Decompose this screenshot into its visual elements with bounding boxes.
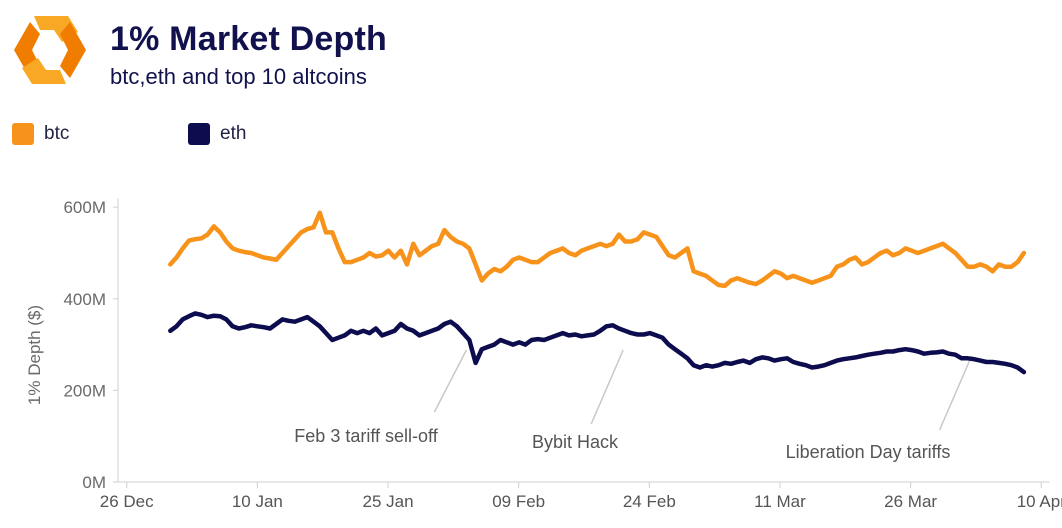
y-tick-label: 400M bbox=[63, 290, 106, 309]
chart-series bbox=[168, 210, 1027, 375]
x-tick-label: 11 Mar bbox=[754, 492, 806, 511]
legend-swatch-btc bbox=[12, 123, 34, 145]
x-tick-label: 26 Mar bbox=[884, 492, 937, 511]
y-axis-label: 1% Depth ($) bbox=[25, 305, 44, 405]
x-tick-label: 10 Jan bbox=[232, 492, 283, 511]
logo-shape-right bbox=[60, 22, 86, 78]
page-subtitle: btc,eth and top 10 altcoins bbox=[110, 64, 367, 89]
chart-area: 0M 200M 400M 600M 26 Dec 10 Jan 25 Jan 09 Feb 24… bbox=[0, 190, 1062, 523]
series-line-btc bbox=[168, 210, 1027, 289]
y-tick-label: 200M bbox=[63, 381, 106, 400]
annotation-pointer bbox=[433, 349, 468, 413]
chart-annotations: Feb 3 tariff sell-off Bybit Hack Liberatio… bbox=[294, 349, 973, 462]
annotation-label: Bybit Hack bbox=[532, 432, 619, 452]
x-tick-label: 26 Dec bbox=[100, 492, 154, 511]
legend-swatch-eth bbox=[188, 123, 210, 145]
y-tick-label: 0M bbox=[82, 473, 106, 492]
market-depth-chart: 0M 200M 400M 600M 26 Dec 10 Jan 25 Jan 09 Feb 24… bbox=[25, 198, 1062, 511]
legend-item-eth: eth bbox=[188, 122, 246, 146]
legend-label-btc: btc bbox=[44, 123, 70, 144]
x-tick-label: 25 Jan bbox=[362, 492, 413, 511]
legend-item-btc: btc bbox=[12, 122, 69, 146]
chart-ticks: 0M 200M 400M 600M 26 Dec 10 Jan 25 Jan 09 Feb 24… bbox=[63, 198, 1062, 511]
page-title: 1% Market Depth bbox=[110, 20, 387, 58]
chart-axes bbox=[117, 198, 1050, 483]
annotation-pointer bbox=[590, 349, 624, 425]
annotation-pointer bbox=[938, 355, 973, 431]
y-tick-label: 600M bbox=[63, 198, 106, 217]
logo-shape-bottom bbox=[22, 58, 66, 84]
annotation-label: Liberation Day tariffs bbox=[786, 442, 951, 462]
x-tick-label: 24 Feb bbox=[623, 492, 676, 511]
x-tick-label: 09 Feb bbox=[492, 492, 545, 511]
legend-label-eth: eth bbox=[220, 123, 247, 144]
annotation-label: Feb 3 tariff sell-off bbox=[294, 426, 438, 446]
company-logo bbox=[14, 16, 86, 84]
series-line-eth bbox=[168, 311, 1027, 375]
x-tick-label: 10 Apr bbox=[1017, 492, 1062, 511]
